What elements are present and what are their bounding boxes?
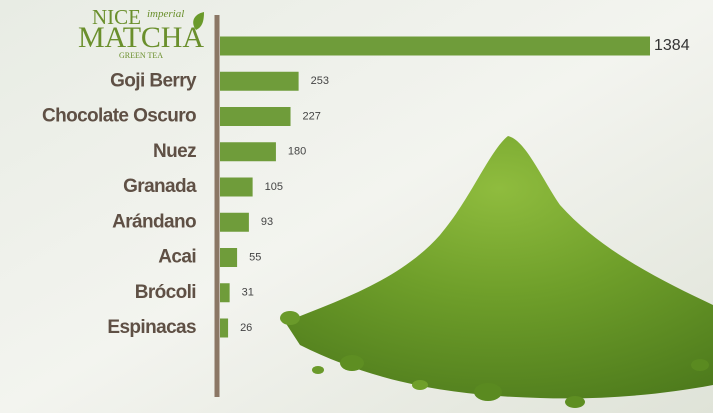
bar: [220, 177, 253, 197]
value-label: 180: [288, 146, 306, 158]
category-label: Goji Berry: [110, 70, 197, 91]
logo-sub: GREEN TEA: [119, 51, 163, 60]
logo: NICE imperial MATCHA GREEN TEA: [78, 5, 204, 60]
value-label: 55: [249, 251, 261, 263]
logo-script: imperial: [147, 8, 184, 20]
value-label: 227: [303, 110, 321, 122]
matcha-pile: [280, 136, 713, 408]
logo-top: NICE: [92, 5, 141, 29]
category-label: Nuez: [153, 141, 196, 162]
bar: [220, 283, 230, 303]
bar: [220, 212, 249, 232]
value-label: 26: [240, 322, 252, 334]
category-label: Acai: [158, 247, 196, 268]
bar: [220, 248, 238, 267]
value-label: 93: [261, 216, 273, 228]
value-label: 253: [311, 75, 329, 87]
bar: [220, 107, 291, 126]
category-label: Granada: [123, 176, 197, 197]
bar: [220, 318, 229, 338]
category-label: Arándano: [112, 211, 196, 232]
value-label: 1384: [654, 37, 690, 54]
category-label: Espinacas: [107, 317, 196, 338]
bar: [220, 36, 650, 56]
category-label: Chocolate Oscuro: [42, 106, 196, 127]
value-label: 31: [242, 287, 254, 299]
bar: [220, 142, 276, 162]
bar: [220, 71, 299, 91]
category-label: Brócoli: [135, 282, 196, 303]
value-label: 105: [265, 181, 283, 193]
logo-main: MATCHA: [78, 21, 204, 54]
